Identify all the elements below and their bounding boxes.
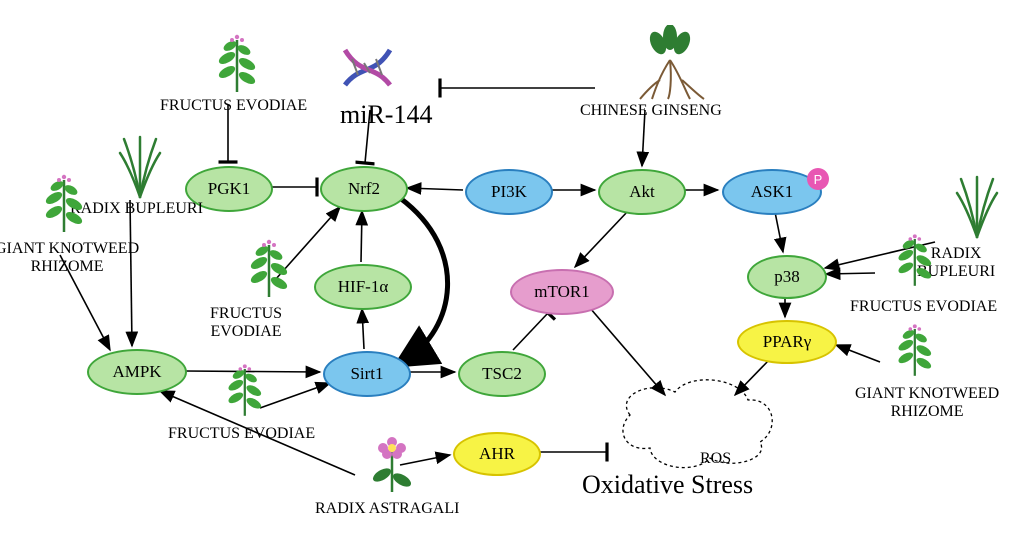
label-fr_evo_4: FRUCTUS EVODIAE bbox=[168, 425, 315, 443]
plant-icon-p_gins bbox=[630, 25, 710, 105]
label-mir144: miR-144 bbox=[340, 100, 432, 130]
plant-icon-p_evo_2 bbox=[247, 235, 292, 305]
node-mtor1: mTOR1 bbox=[510, 269, 614, 315]
edge-gkr_2-ppary bbox=[836, 345, 880, 362]
label-oxstress: Oxidative Stress bbox=[582, 470, 753, 500]
label-ros: ROS bbox=[700, 450, 731, 468]
edge-tsc2-mtor1 bbox=[513, 313, 548, 350]
label-gkr_1: GIANT KNOTWEEDRHIZOME bbox=[0, 240, 139, 275]
node-ppary: PPARγ bbox=[737, 320, 837, 364]
plant-icon-p_astra bbox=[365, 430, 420, 500]
plant-icon-p_bupl_2 bbox=[955, 175, 1000, 245]
label-fr_evo_2: FRUCTUSEVODIAE bbox=[210, 305, 282, 340]
ox-stress-cloud bbox=[623, 380, 772, 468]
edge-pi3k-nrf2 bbox=[407, 188, 463, 190]
node-sirt1: Sirt1 bbox=[323, 351, 411, 397]
plant-icon-p_evo_3 bbox=[895, 230, 936, 293]
node-ampk: AMPK bbox=[87, 349, 187, 395]
node-akt: Akt bbox=[598, 169, 686, 215]
edge-mtor1-oxcloud bbox=[590, 308, 665, 395]
label-gkr_2: GIANT KNOTWEEDRHIZOME bbox=[855, 385, 999, 420]
plant-icon-p_evo_1 bbox=[215, 30, 260, 100]
edge-fr_evo_3-p38 bbox=[826, 273, 875, 274]
node-nrf2: Nrf2 bbox=[320, 166, 408, 212]
edge-hif1a-nrf2 bbox=[361, 211, 362, 262]
edge-fr_evo_4-sirt1 bbox=[260, 383, 330, 408]
node-tsc2: TSC2 bbox=[458, 351, 546, 397]
edge-ask1-p38 bbox=[775, 212, 783, 252]
node-pi3k: PI3K bbox=[465, 169, 553, 215]
label-radix_a: RADIX ASTRAGALI bbox=[315, 500, 459, 518]
edge-akt-mtor1 bbox=[575, 211, 628, 267]
label-fr_evo_3: FRUCTUS EVODIAE bbox=[850, 298, 997, 316]
node-ahr: AHR bbox=[453, 432, 541, 476]
plant-icon-p_evo_4 bbox=[225, 360, 266, 423]
node-p38: p38 bbox=[747, 255, 827, 299]
plant-icon-p_gkr_2 bbox=[895, 320, 936, 383]
plant-icon-p_gkr_1 bbox=[42, 170, 87, 240]
node-hif1a: HIF-1α bbox=[314, 264, 412, 310]
plant-icon-p_dna bbox=[340, 45, 395, 95]
plant-icon-p_bupl_1 bbox=[118, 135, 163, 205]
edge-ppary-oxcloud bbox=[735, 359, 770, 395]
edge-sirt1-hif1a bbox=[362, 309, 364, 349]
phospho-badge: P bbox=[807, 168, 829, 190]
